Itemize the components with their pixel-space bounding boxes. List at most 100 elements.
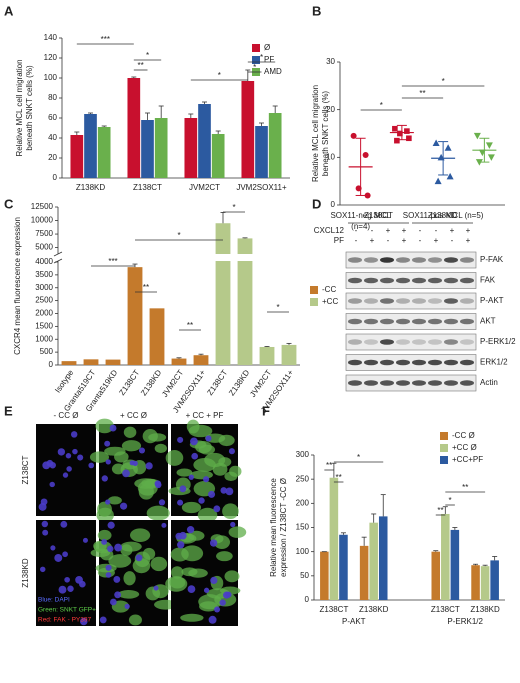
blot-band xyxy=(348,277,362,284)
group-label: P-ERK1/2 xyxy=(447,617,483,626)
treatment-sign: - xyxy=(419,236,422,245)
nucleus xyxy=(109,424,117,432)
nucleus xyxy=(57,448,66,456)
nucleus xyxy=(113,576,121,583)
blot-band xyxy=(460,380,474,386)
blot-strip xyxy=(345,374,477,392)
gfp-cell xyxy=(224,471,238,481)
legend-label: Ø xyxy=(264,43,270,52)
bar xyxy=(339,534,348,600)
blot-row-label: FAK xyxy=(480,276,496,285)
blot-band xyxy=(412,380,426,386)
blot-band xyxy=(396,277,410,284)
axis-break-mark xyxy=(53,258,63,264)
blot-band xyxy=(348,359,362,366)
y-tick-label: 12500 xyxy=(31,202,54,211)
nucleus xyxy=(75,576,83,584)
blot-band xyxy=(364,298,378,304)
nucleus xyxy=(110,598,117,606)
stain-legend: Red: FAK - PY397 xyxy=(38,617,91,624)
gfp-cell xyxy=(96,507,114,523)
blot-band xyxy=(460,339,474,345)
x-tick-label: JVM2SOX11+ xyxy=(236,183,287,192)
blot-group-label: Z138KD xyxy=(428,211,458,220)
gfp-cell xyxy=(137,480,158,496)
nucleus xyxy=(42,529,49,536)
y-tick-label: 30 xyxy=(326,57,335,66)
gfp-cell xyxy=(224,570,240,583)
y-tick-label: 500 xyxy=(40,347,54,356)
treatment-sign: + xyxy=(434,236,439,245)
point xyxy=(397,130,403,137)
y-tick-label: 20 xyxy=(48,153,57,162)
row-label: Z138KD xyxy=(21,558,30,588)
legend-label: +CC Ø xyxy=(452,443,477,452)
nucleus xyxy=(50,545,56,551)
blot-row-label: Actin xyxy=(480,378,498,387)
treatment-sign: - xyxy=(355,226,358,235)
blot-band xyxy=(444,277,458,284)
treatment-label: CXCL12 xyxy=(314,226,345,235)
point xyxy=(485,142,493,149)
point xyxy=(392,125,398,132)
significance-label: * xyxy=(442,77,445,86)
blot-band xyxy=(460,318,474,325)
nucleus xyxy=(67,585,74,593)
nucleus xyxy=(79,617,88,626)
blot-band xyxy=(396,298,410,304)
bar xyxy=(127,267,143,365)
nucleus xyxy=(41,520,49,528)
nucleus xyxy=(210,576,218,585)
bar xyxy=(320,551,329,600)
blot-band xyxy=(380,318,394,325)
gfp-cell xyxy=(168,486,191,496)
gfp-cell xyxy=(165,449,184,466)
bar xyxy=(259,346,275,365)
y-tick-label: 10000 xyxy=(31,216,54,225)
bar xyxy=(127,78,141,178)
blot-band xyxy=(380,277,394,284)
bar xyxy=(268,113,282,178)
nucleus xyxy=(177,436,184,443)
bar xyxy=(211,134,225,178)
nucleus xyxy=(208,615,217,624)
axis-break-mark xyxy=(53,251,63,257)
blot-row-label: AKT xyxy=(480,317,496,326)
blot-band xyxy=(460,257,474,263)
blot-band xyxy=(380,359,394,366)
column-label: + CC Ø xyxy=(120,411,147,420)
gfp-cell xyxy=(176,468,193,477)
gfp-cell xyxy=(95,418,114,434)
y-axis-title: Relative mean fluorescence xyxy=(269,478,278,577)
nucleus xyxy=(214,606,221,613)
gfp-cell xyxy=(228,526,247,538)
nucleus xyxy=(46,459,54,467)
nucleus xyxy=(107,545,114,553)
blot-band xyxy=(444,380,458,386)
treatment-sign: + xyxy=(466,236,471,245)
blot-band xyxy=(364,318,378,325)
gfp-cell xyxy=(222,503,239,519)
bar xyxy=(171,358,187,365)
nucleus xyxy=(114,591,122,599)
nucleus xyxy=(230,521,236,528)
bar xyxy=(83,359,99,365)
nucleus xyxy=(40,566,46,573)
x-tick-label: Z138CT xyxy=(319,605,348,614)
bar xyxy=(431,551,441,600)
blot-band xyxy=(460,277,474,284)
gfp-cell xyxy=(193,457,216,472)
y-tick-label: 3000 xyxy=(35,283,53,292)
gfp-cell xyxy=(186,419,200,434)
nucleus xyxy=(135,554,143,562)
significance-label: ** xyxy=(462,483,468,492)
gfp-cell xyxy=(181,545,204,562)
y-tick-label: 60 xyxy=(48,113,57,122)
column-label: + CC + PF xyxy=(186,411,224,420)
blot-band xyxy=(444,298,458,304)
bar xyxy=(149,308,165,365)
nucleus xyxy=(188,474,195,480)
nucleus xyxy=(60,520,68,528)
gfp-cell xyxy=(121,440,142,452)
